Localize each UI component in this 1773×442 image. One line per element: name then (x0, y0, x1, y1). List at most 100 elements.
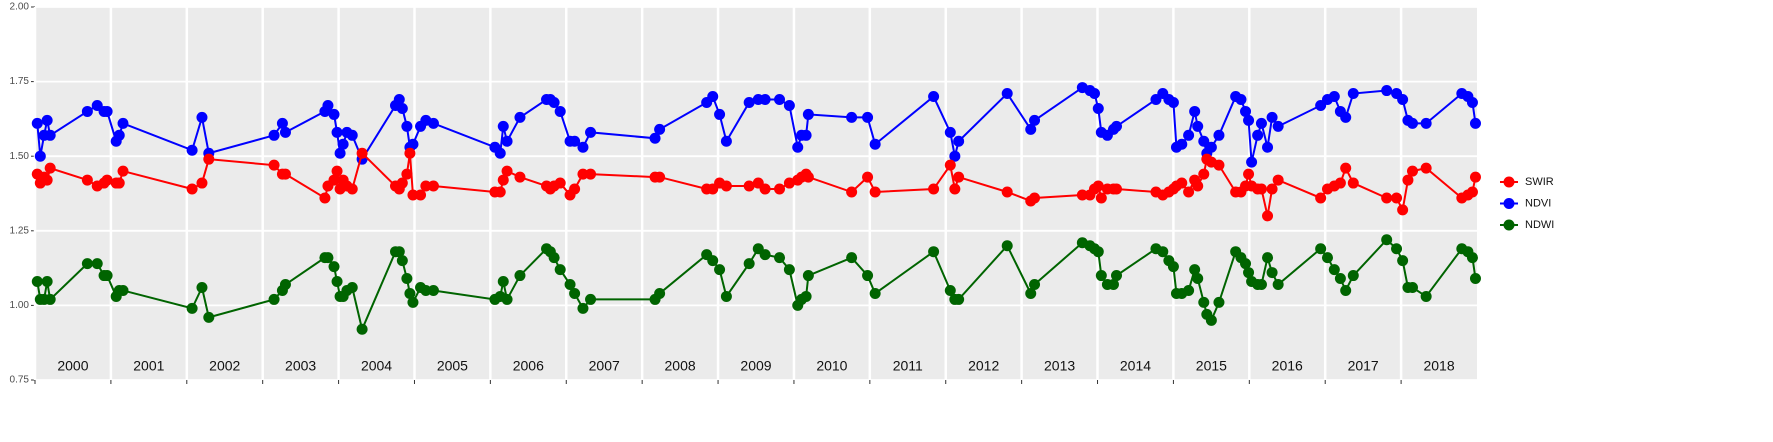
point (1406, 165, 1418, 177)
point (1192, 120, 1204, 132)
x-tick-label: 2009 (740, 358, 771, 374)
point (41, 174, 53, 186)
point (1397, 204, 1409, 216)
point (569, 287, 581, 299)
point (113, 129, 125, 141)
point (101, 105, 113, 117)
point (1111, 120, 1122, 132)
point (34, 150, 46, 162)
point (654, 287, 666, 299)
point (953, 293, 965, 305)
point (577, 302, 589, 314)
point (1420, 162, 1432, 174)
point (1340, 162, 1352, 174)
point (1469, 273, 1481, 285)
point (1240, 105, 1252, 117)
point (714, 264, 726, 276)
y-tick-label: 1.50 (10, 151, 30, 162)
x-tick-label: 2018 (1423, 358, 1454, 374)
point (393, 94, 405, 106)
point (1243, 168, 1255, 180)
point (1205, 141, 1217, 153)
point (91, 258, 103, 270)
point (1235, 94, 1247, 106)
point (743, 180, 755, 192)
point (1001, 88, 1013, 100)
point (44, 293, 56, 305)
point (869, 138, 881, 150)
point (427, 117, 439, 129)
point (322, 252, 334, 264)
point (585, 168, 597, 180)
point (331, 165, 343, 177)
point (1272, 120, 1284, 132)
point (554, 105, 566, 117)
point (1092, 102, 1104, 114)
point (1262, 141, 1274, 153)
point (1469, 171, 1481, 183)
point (1111, 270, 1122, 282)
point (404, 287, 416, 299)
point (501, 165, 513, 177)
point (1029, 279, 1041, 291)
x-tick-label: 2000 (57, 358, 88, 374)
point (1334, 177, 1346, 189)
point (1466, 96, 1478, 108)
point (800, 290, 812, 302)
point (41, 114, 53, 126)
point (415, 189, 427, 201)
legend-label: SWIR (1525, 176, 1554, 188)
point (196, 111, 208, 123)
point (81, 105, 93, 117)
x-tick-label: 2004 (361, 358, 392, 374)
point (501, 293, 513, 305)
y-tick-label: 1.75 (10, 76, 30, 87)
x-tick-label: 2006 (513, 358, 544, 374)
point (1328, 91, 1340, 103)
point (101, 270, 113, 282)
point (1167, 96, 1179, 108)
point (707, 255, 719, 267)
point (1255, 279, 1267, 291)
point (720, 135, 732, 147)
y-tick-label: 2.00 (10, 2, 30, 13)
point (1095, 192, 1107, 204)
legend-key (1503, 198, 1515, 209)
point (346, 281, 358, 293)
point (81, 174, 93, 186)
point (1183, 284, 1195, 296)
point (514, 171, 526, 183)
point (1092, 246, 1104, 258)
x-tick-label: 2005 (437, 358, 468, 374)
point (196, 281, 208, 293)
point (1025, 287, 1037, 299)
point (427, 284, 439, 296)
point (1340, 284, 1352, 296)
point (944, 159, 956, 171)
point (407, 189, 419, 201)
point (1315, 192, 1327, 204)
legend-label: NDWI (1525, 219, 1554, 231)
point (1107, 279, 1119, 291)
point (1272, 174, 1284, 186)
point (356, 147, 368, 159)
point (396, 255, 408, 267)
point (407, 138, 419, 150)
point (585, 293, 597, 305)
point (1167, 261, 1179, 273)
point (328, 261, 340, 273)
point (393, 246, 405, 258)
point (1252, 129, 1264, 141)
x-tick-label: 2014 (1120, 358, 1151, 374)
point (501, 135, 513, 147)
point (1198, 135, 1210, 147)
point (279, 126, 291, 138)
point (1157, 246, 1169, 258)
point (494, 186, 506, 198)
point (1466, 186, 1478, 198)
point (101, 174, 113, 186)
point (707, 91, 719, 103)
point (401, 120, 413, 132)
